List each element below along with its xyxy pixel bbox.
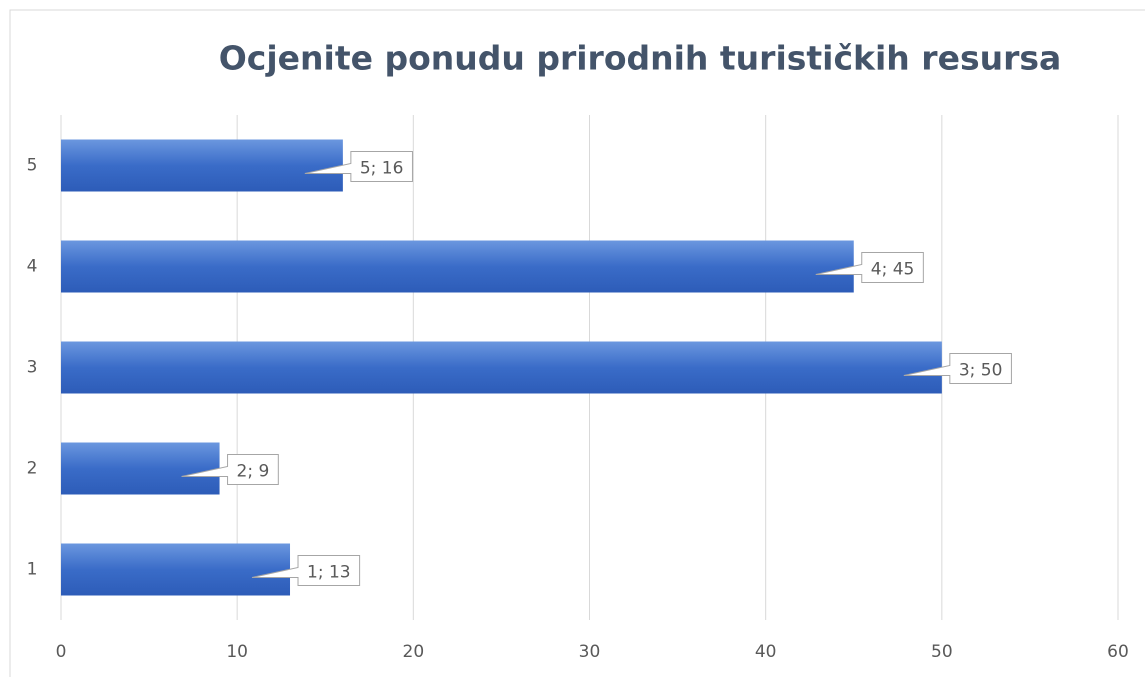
x-tick-label: 20 xyxy=(403,642,425,662)
x-tick-label: 60 xyxy=(1107,642,1129,662)
x-tick-label: 0 xyxy=(56,642,67,662)
x-tick-label: 30 xyxy=(579,642,601,662)
data-label-callout xyxy=(304,151,413,182)
data-label-callout xyxy=(903,353,1012,384)
y-tick-label: 5 xyxy=(27,156,38,176)
data-label-callout xyxy=(251,555,361,586)
y-tick-label: 1 xyxy=(27,560,38,580)
x-tick-label: 50 xyxy=(931,642,953,662)
bar xyxy=(61,543,291,596)
x-tick-label: 10 xyxy=(226,642,248,662)
y-tick-label: 2 xyxy=(27,459,38,479)
data-label-callout xyxy=(181,454,279,485)
bar xyxy=(61,139,343,192)
data-label: 2; 9 xyxy=(237,462,270,482)
chart-title: Ocjenite ponudu prirodnih turističkih re… xyxy=(219,39,1062,78)
data-label: 1; 13 xyxy=(307,563,351,583)
data-label: 3; 50 xyxy=(959,361,1003,381)
y-tick-label: 4 xyxy=(27,257,38,277)
x-tick-label: 40 xyxy=(755,642,777,662)
bar xyxy=(61,341,942,394)
bar xyxy=(61,240,854,293)
y-tick-label: 3 xyxy=(27,358,38,378)
data-label: 5; 16 xyxy=(360,159,404,179)
bar xyxy=(61,442,220,495)
data-label-callout xyxy=(815,252,924,283)
chart-border xyxy=(9,9,1145,677)
data-label: 4; 45 xyxy=(871,260,915,280)
